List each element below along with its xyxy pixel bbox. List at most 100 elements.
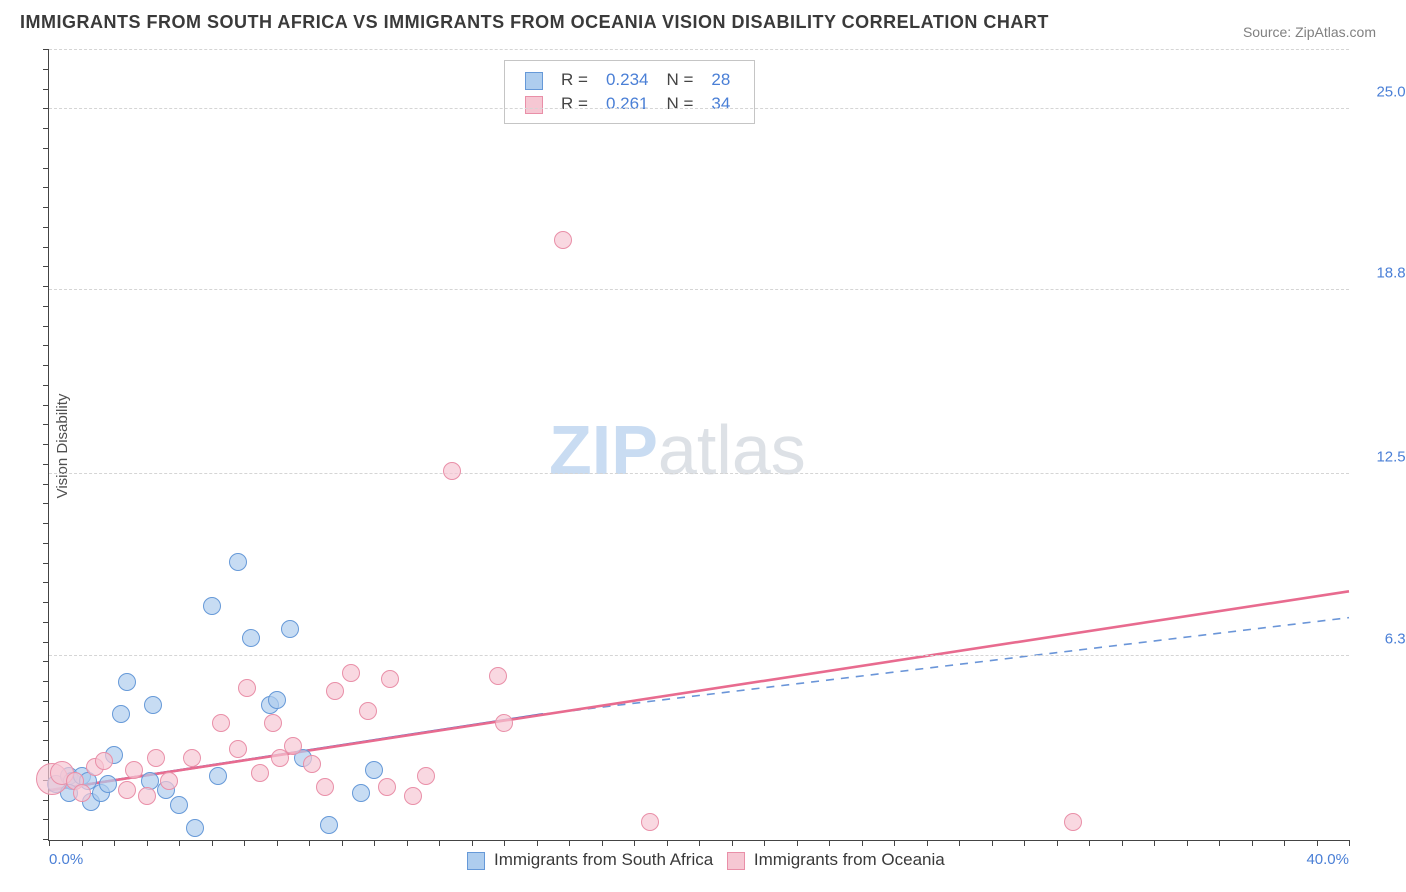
data-point-oc <box>443 462 461 480</box>
x-tick <box>699 840 700 846</box>
x-axis-tick-label: 0.0% <box>49 851 83 868</box>
data-point-sa <box>209 767 227 785</box>
data-point-oc <box>359 702 377 720</box>
data-point-sa <box>118 673 136 691</box>
data-point-sa <box>229 553 247 571</box>
y-tick <box>43 345 49 346</box>
data-point-oc <box>73 784 91 802</box>
y-tick <box>43 543 49 544</box>
y-tick <box>43 800 49 801</box>
y-tick <box>43 464 49 465</box>
gridline <box>49 289 1349 290</box>
data-point-sa <box>112 705 130 723</box>
data-point-oc <box>284 737 302 755</box>
x-tick <box>244 840 245 846</box>
y-tick <box>43 69 49 70</box>
y-tick <box>43 187 49 188</box>
legend-series-label: Immigrants from South Africa <box>489 850 713 869</box>
x-tick <box>862 840 863 846</box>
data-point-oc <box>554 231 572 249</box>
data-point-oc <box>326 682 344 700</box>
y-tick <box>43 642 49 643</box>
legend-r-label: R = <box>553 93 596 115</box>
y-tick <box>43 701 49 702</box>
data-point-oc <box>489 667 507 685</box>
y-tick <box>43 266 49 267</box>
data-point-oc <box>238 679 256 697</box>
legend-row-sa: R =0.234N =28 <box>517 69 738 91</box>
data-point-sa <box>203 597 221 615</box>
y-axis-tick-label: 25.0% <box>1359 83 1406 100</box>
legend-n-label: N = <box>658 93 701 115</box>
x-tick <box>732 840 733 846</box>
legend-n-label: N = <box>658 69 701 91</box>
legend-r-label: R = <box>553 69 596 91</box>
chart-title: IMMIGRANTS FROM SOUTH AFRICA VS IMMIGRAN… <box>20 12 1049 33</box>
y-tick <box>43 128 49 129</box>
data-point-sa <box>242 629 260 647</box>
y-tick <box>43 306 49 307</box>
y-tick <box>43 681 49 682</box>
x-tick <box>212 840 213 846</box>
y-tick <box>43 444 49 445</box>
x-tick <box>1024 840 1025 846</box>
x-tick <box>992 840 993 846</box>
watermark: ZIPatlas <box>549 410 806 490</box>
legend-swatch <box>525 96 543 114</box>
correlation-legend-table: R =0.234N =28R =0.261N =34 <box>515 67 740 117</box>
legend-swatch <box>525 72 543 90</box>
x-tick <box>1187 840 1188 846</box>
legend-swatch <box>467 852 485 870</box>
x-axis-tick-label: 40.0% <box>1306 851 1349 868</box>
x-tick <box>472 840 473 846</box>
y-tick <box>43 365 49 366</box>
y-tick <box>43 247 49 248</box>
x-tick <box>342 840 343 846</box>
x-tick <box>927 840 928 846</box>
data-point-sa <box>365 761 383 779</box>
legend-n-value: 28 <box>703 69 738 91</box>
x-tick <box>374 840 375 846</box>
watermark-atlas: atlas <box>658 411 806 489</box>
x-tick <box>602 840 603 846</box>
y-tick <box>43 661 49 662</box>
x-tick <box>1122 840 1123 846</box>
source-name: ZipAtlas.com <box>1295 24 1376 40</box>
data-point-oc <box>641 813 659 831</box>
data-point-oc <box>125 761 143 779</box>
x-tick <box>1252 840 1253 846</box>
y-tick <box>43 484 49 485</box>
legend-series-label: Immigrants from Oceania <box>749 850 945 869</box>
y-tick <box>43 207 49 208</box>
data-point-oc <box>404 787 422 805</box>
data-point-oc <box>147 749 165 767</box>
y-axis-tick-label: 6.3% <box>1359 630 1406 647</box>
y-tick <box>43 405 49 406</box>
data-point-sa <box>320 816 338 834</box>
y-tick <box>43 227 49 228</box>
y-tick <box>43 819 49 820</box>
x-tick <box>1219 840 1220 846</box>
data-point-oc <box>378 778 396 796</box>
data-point-oc <box>1064 813 1082 831</box>
legend-r-value: 0.234 <box>598 69 657 91</box>
data-point-oc <box>495 714 513 732</box>
x-tick <box>309 840 310 846</box>
data-point-oc <box>118 781 136 799</box>
series-legend: Immigrants from South Africa Immigrants … <box>49 850 1349 870</box>
x-tick <box>1089 840 1090 846</box>
y-tick <box>43 622 49 623</box>
gridline <box>49 655 1349 656</box>
gridline <box>49 49 1349 50</box>
data-point-oc <box>212 714 230 732</box>
legend-swatch <box>727 852 745 870</box>
source-attribution: Source: ZipAtlas.com <box>1243 24 1376 40</box>
x-tick <box>634 840 635 846</box>
y-tick <box>43 424 49 425</box>
data-point-oc <box>138 787 156 805</box>
y-tick <box>43 89 49 90</box>
data-point-oc <box>160 772 178 790</box>
legend-n-value: 34 <box>703 93 738 115</box>
data-point-oc <box>95 752 113 770</box>
x-tick <box>179 840 180 846</box>
